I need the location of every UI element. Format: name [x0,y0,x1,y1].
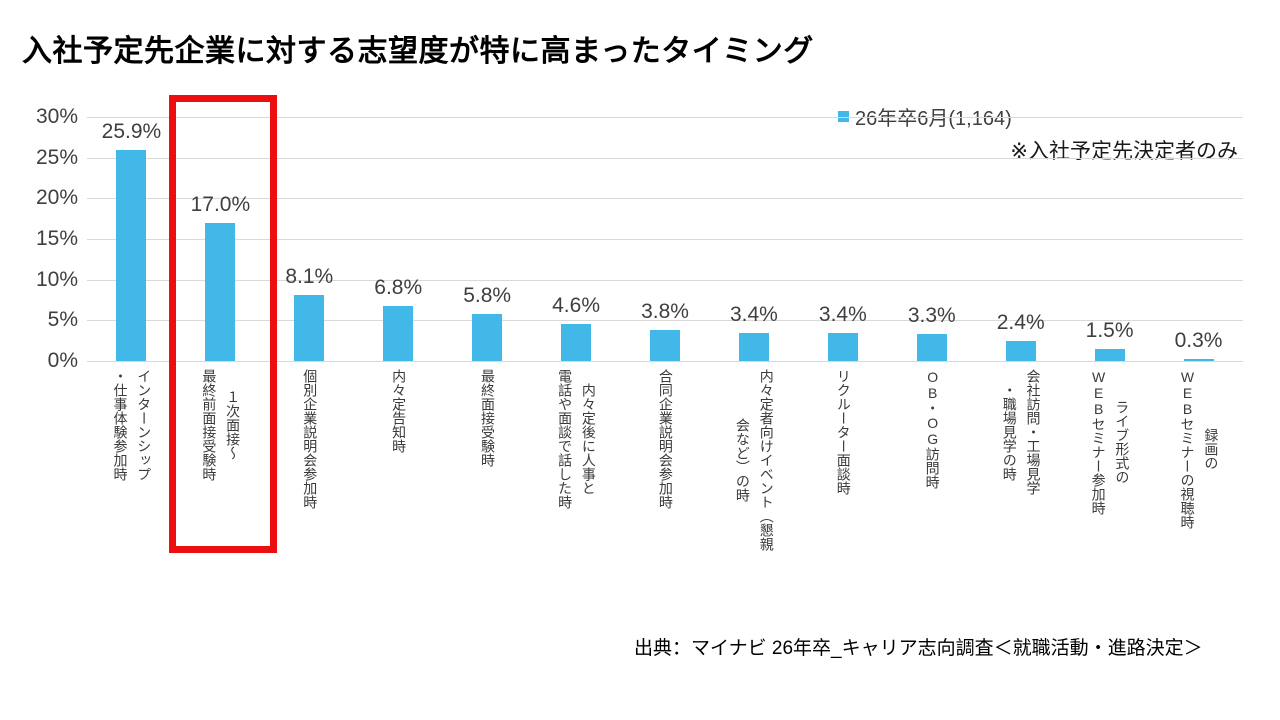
bar [827,333,858,361]
y-axis-tick-label: 25% [35,145,78,169]
bar-value-label: 5.8% [463,283,512,307]
x-axis-category-label: 個別企業説明会参加時 [302,369,319,509]
bar-value-label: 3.4% [729,303,778,327]
y-axis-tick-label: 0% [47,349,78,372]
bar [116,150,147,361]
x-axis-category-label: リクルーター面談時 [835,369,852,495]
source-text: 出典：マイナビ 26年卒_キャリア志向調査＜就職活動・進路決定＞ [634,638,1203,659]
bar-value-label: 0.3% [1174,328,1223,352]
legend: 26年卒6月(1,164) [838,102,1012,131]
x-axis-category-label: 合同企業説明会参加時 [657,369,674,509]
x-axis-category-label: ライブ形式の WEBセミナー参加時 [1090,369,1131,515]
bar [738,333,769,361]
bar-value-label: 25.9% [101,120,162,144]
bar [1094,348,1125,361]
gridline [87,320,1243,322]
highlight-box [169,95,278,553]
bar [383,305,414,361]
gridline [87,117,1243,118]
x-axis-category-label: 録画の WEBセミナーの視聴時 [1179,369,1220,529]
bar [1183,358,1214,361]
x-axis-category-label: OB・OG訪問時 [924,369,941,489]
y-axis-tick-label: 15% [35,227,78,250]
bar [205,222,236,361]
bar-value-label: 4.6% [552,293,600,317]
y-axis-tick-label: 20% [35,186,78,210]
note-text: ※入社予定先決定者のみ [1010,140,1238,163]
bar-value-label: 2.4% [996,311,1045,335]
bar [916,334,947,361]
x-axis-category-label: 内々定者向けイベント（懇親 会など）の時 [734,369,775,551]
x-axis-category-label: インターンシップ ・仕事体験参加時 [112,369,153,481]
x-axis-category-label: 最終面接受験時 [480,369,497,467]
bar-value-label: 3.3% [907,304,956,328]
gridline [87,198,1243,200]
bar [650,330,680,361]
x-axis-category-label: 内々定告知時 [391,369,408,453]
gridline [87,239,1243,240]
x-axis-category-label: １次面接～ 最終前面接受験時 [201,369,242,481]
legend-label: 26年卒6月(1,164) [855,108,1012,130]
bar-value-label: 1.5% [1085,318,1134,342]
x-axis-category-label: 内々定後に人事と 電話や面談で話した時 [557,369,597,509]
y-axis-tick-label: 10% [35,267,78,291]
bar [561,323,592,361]
gridline [87,157,1243,159]
y-axis-tick-label: 5% [47,308,78,332]
legend-swatch-icon [838,111,849,122]
bar-value-label: 17.0% [190,192,251,216]
gridline [87,279,1243,281]
y-axis-tick-label: 30% [35,105,78,128]
gridline [87,361,1243,362]
bar-value-label: 8.1% [285,265,334,289]
page-title: 入社予定先企業に対する志望度が特に高まったタイミング [22,35,814,68]
bar-value-label: 3.4% [818,303,867,327]
bar-value-label: 3.8% [641,300,689,324]
x-axis-category-label: 会社訪問・工場見学 ・職場見学の時 [1001,369,1042,495]
bar [1005,341,1036,361]
bar [294,295,325,361]
bar-value-label: 6.8% [374,275,423,299]
bar [472,313,503,361]
